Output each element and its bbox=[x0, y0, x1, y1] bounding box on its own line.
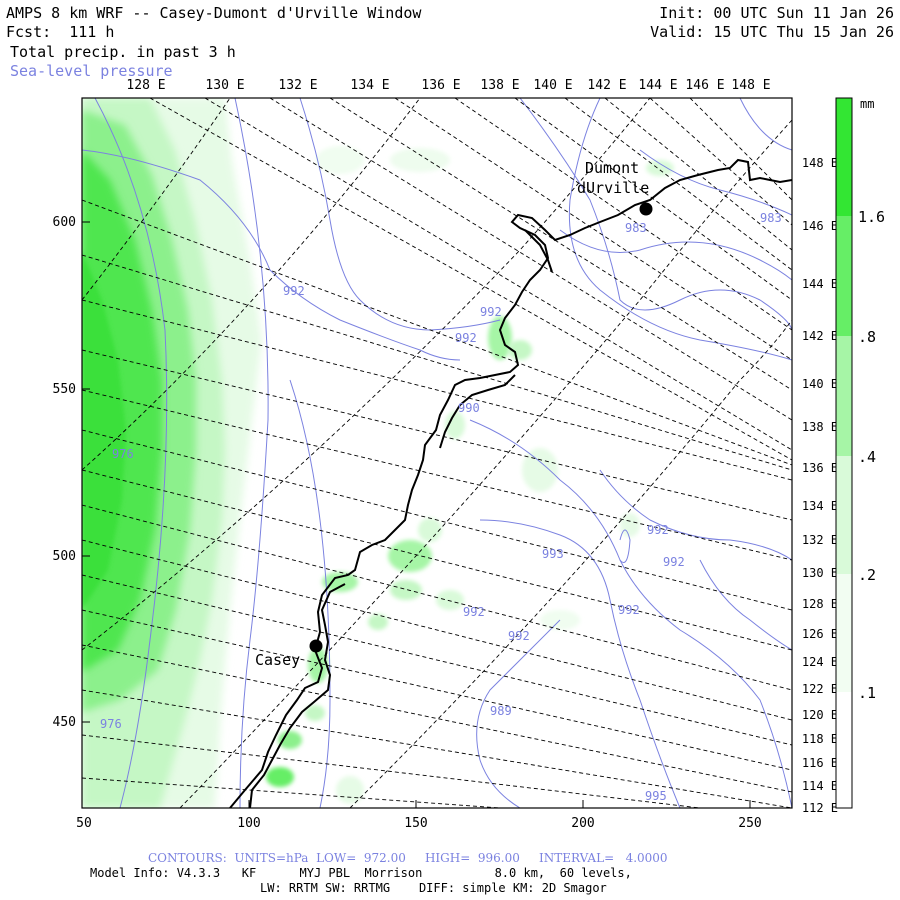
lon-label-top: 128 E bbox=[126, 78, 165, 93]
contour-label: 992 bbox=[618, 603, 640, 617]
y-axis: 600 550 500 450 bbox=[53, 215, 90, 730]
plot-area: 992 992 992 990 976 976 983 983 993 992 … bbox=[82, 98, 792, 808]
graticule bbox=[82, 98, 792, 808]
contour-label: 976 bbox=[112, 447, 134, 461]
map-title: AMPS 8 km WRF -- Casey-Dumont d'Urville … bbox=[6, 4, 422, 22]
dumont-durville-label-line1: Dumont bbox=[585, 159, 639, 177]
lon-label-right: 120 E bbox=[802, 708, 838, 722]
x-tick-label: 200 bbox=[571, 816, 594, 831]
colorbar-label: 1.6 bbox=[858, 208, 885, 226]
lon-label-right: 126 E bbox=[802, 627, 838, 641]
contour-label: 992 bbox=[647, 523, 669, 537]
model-info: Model Info: V4.3.3 KF MYJ PBL Morrison 8… bbox=[90, 866, 632, 880]
colorbar: mm 1.6 .8 .4 .2 .1 bbox=[835, 97, 885, 809]
contour-label: 993 bbox=[542, 547, 564, 561]
lon-label-top: 144 E bbox=[638, 78, 677, 93]
lon-label-right: 114 E bbox=[802, 779, 838, 793]
lon-label-right: 138 E bbox=[802, 420, 838, 434]
lon-label-top: 140 E bbox=[533, 78, 572, 93]
lon-label-top: 132 E bbox=[278, 78, 317, 93]
x-tick-label: 250 bbox=[738, 816, 761, 831]
lon-label-top: 130 E bbox=[205, 78, 244, 93]
contour-labels: 992 992 992 990 976 976 983 983 993 992 … bbox=[100, 211, 782, 803]
lon-label-right: 134 E bbox=[802, 499, 838, 513]
casey-station-label: Casey bbox=[255, 651, 300, 669]
right-longitude-labels: 148 E 146 E 144 E 142 E 140 E 138 E 136 … bbox=[802, 156, 838, 815]
lon-label-right: 116 E bbox=[802, 756, 838, 770]
lon-label-right: 112 E bbox=[802, 801, 838, 815]
colorbar-segment bbox=[836, 336, 852, 456]
lon-label-top: 146 E bbox=[685, 78, 724, 93]
colorbar-segment bbox=[836, 456, 852, 574]
lon-label-right: 136 E bbox=[802, 461, 838, 475]
init-time: Init: 00 UTC Sun 11 Jan 26 bbox=[659, 4, 894, 22]
contour-label: 990 bbox=[458, 401, 480, 415]
contour-label: 992 bbox=[480, 305, 502, 319]
x-tick-label: 150 bbox=[404, 816, 427, 831]
colorbar-label: .1 bbox=[858, 684, 876, 702]
contour-label: 983 bbox=[625, 221, 647, 235]
x-tick-label: 50 bbox=[76, 816, 92, 831]
y-tick-label: 600 bbox=[53, 215, 76, 230]
y-tick-label: 550 bbox=[53, 382, 76, 397]
plot-frame bbox=[81, 97, 793, 809]
contour-label: 992 bbox=[663, 555, 685, 569]
lon-label-right: 128 E bbox=[802, 597, 838, 611]
lon-label-right: 144 E bbox=[802, 277, 838, 291]
pressure-contours bbox=[82, 98, 792, 808]
field-slp-label: Sea-level pressure bbox=[10, 62, 173, 80]
contour-label: 992 bbox=[463, 605, 485, 619]
lon-label-right: 146 E bbox=[802, 219, 838, 233]
y-tick-label: 450 bbox=[53, 715, 76, 730]
lon-label-right: 140 E bbox=[802, 377, 838, 391]
lon-label-right: 124 E bbox=[802, 655, 838, 669]
contour-label: 995 bbox=[645, 789, 667, 803]
x-tick-label: 100 bbox=[237, 816, 260, 831]
coastline bbox=[229, 158, 792, 808]
contour-label: 992 bbox=[283, 284, 305, 298]
contour-label: 976 bbox=[100, 717, 122, 731]
lon-label-top: 148 E bbox=[731, 78, 770, 93]
lon-label-top: 142 E bbox=[587, 78, 626, 93]
valid-time: Valid: 15 UTC Thu 15 Jan 26 bbox=[650, 23, 894, 41]
colorbar-label: .2 bbox=[858, 566, 876, 584]
lon-label-right: 132 E bbox=[802, 533, 838, 547]
top-longitude-labels: 128 E 130 E 132 E 134 E 136 E 138 E 140 … bbox=[126, 78, 770, 93]
lon-label-top: 134 E bbox=[350, 78, 389, 93]
contour-label: 992 bbox=[455, 331, 477, 345]
colorbar-segment bbox=[836, 216, 852, 336]
contour-label: 983 bbox=[760, 211, 782, 225]
contour-label: 992 bbox=[508, 629, 530, 643]
colorbar-frame bbox=[835, 97, 853, 809]
colorbar-segment bbox=[836, 574, 852, 692]
lon-label-top: 136 E bbox=[421, 78, 460, 93]
field-precip-label: Total precip. in past 3 h bbox=[10, 43, 236, 61]
x-axis: 50 100 150 200 250 bbox=[76, 800, 762, 831]
colorbar-unit: mm bbox=[860, 97, 874, 111]
lon-label-right: 130 E bbox=[802, 566, 838, 580]
lon-label-right: 122 E bbox=[802, 682, 838, 696]
casey-station-marker bbox=[309, 639, 323, 653]
dumont-durville-label-line2: dUrville bbox=[577, 179, 649, 197]
lon-label-right: 118 E bbox=[802, 732, 838, 746]
colorbar-segment bbox=[836, 692, 852, 808]
contour-label: 989 bbox=[490, 704, 512, 718]
colorbar-label: .8 bbox=[858, 328, 876, 346]
lon-label-right: 148 E bbox=[802, 156, 838, 170]
colorbar-label: .4 bbox=[858, 448, 876, 466]
lon-label-right: 142 E bbox=[802, 329, 838, 343]
physics-info: LW: RRTM SW: RRTMG DIFF: simple KM: 2D S… bbox=[260, 881, 607, 895]
dumont-durville-station-marker bbox=[639, 202, 653, 216]
colorbar-segment bbox=[836, 98, 852, 216]
precip-shading bbox=[82, 98, 674, 808]
y-tick-label: 500 bbox=[53, 549, 76, 564]
stations: Casey Dumont dUrville bbox=[255, 159, 653, 669]
forecast-hour: Fcst: 111 h bbox=[6, 23, 115, 41]
contour-info: CONTOURS: UNITS=hPa LOW= 972.00 HIGH= 99… bbox=[148, 851, 668, 865]
lon-label-top: 138 E bbox=[480, 78, 519, 93]
